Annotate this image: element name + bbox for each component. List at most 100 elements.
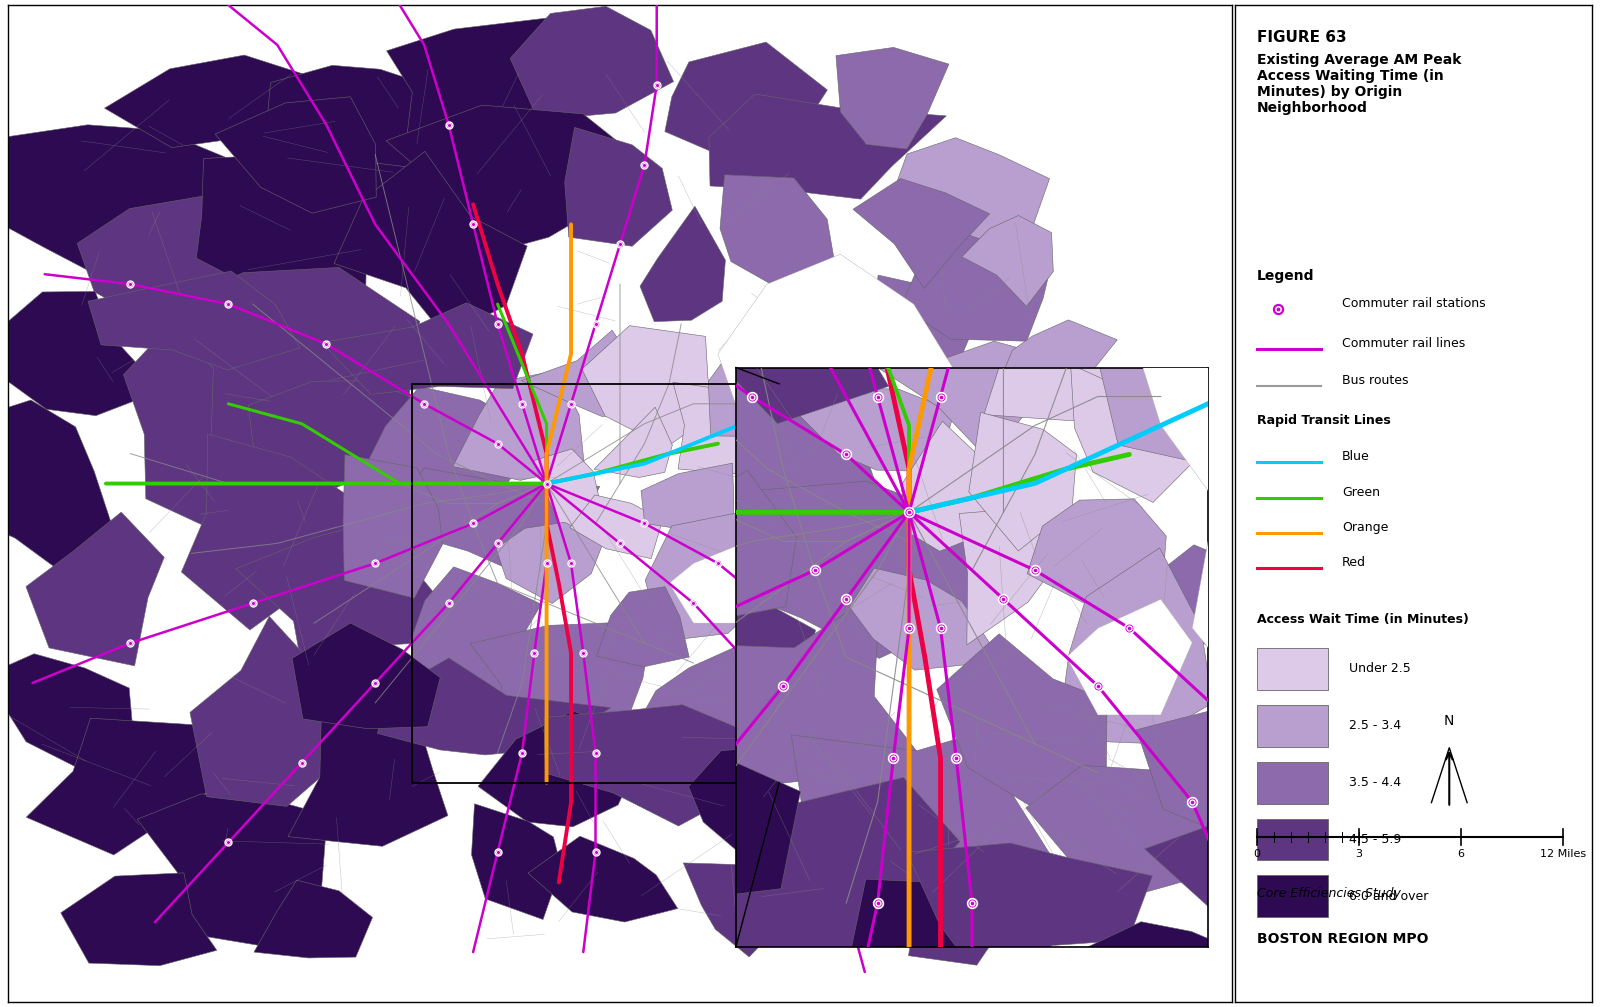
Text: Commuter rail lines: Commuter rail lines (1342, 337, 1466, 350)
Text: Commuter rail stations: Commuter rail stations (1342, 297, 1486, 310)
Polygon shape (709, 94, 946, 199)
Polygon shape (1205, 381, 1395, 489)
Polygon shape (387, 18, 565, 145)
Bar (1256, 819, 1328, 860)
Text: Bus routes: Bus routes (1342, 374, 1408, 387)
Polygon shape (683, 858, 822, 957)
Polygon shape (984, 301, 1187, 422)
Polygon shape (936, 633, 1107, 808)
Polygon shape (197, 154, 413, 303)
Polygon shape (1147, 545, 1330, 650)
Polygon shape (597, 587, 690, 667)
Polygon shape (0, 125, 246, 298)
Polygon shape (1130, 179, 1443, 541)
Polygon shape (2, 291, 162, 416)
Polygon shape (720, 175, 837, 284)
Polygon shape (504, 573, 816, 781)
Text: Blue: Blue (1342, 450, 1370, 462)
Polygon shape (709, 344, 842, 437)
Polygon shape (850, 568, 1002, 670)
Text: Under 2.5: Under 2.5 (1349, 663, 1411, 676)
Polygon shape (411, 567, 541, 723)
Polygon shape (123, 322, 262, 529)
Polygon shape (1048, 921, 1270, 1007)
Text: 3: 3 (1355, 850, 1362, 859)
Polygon shape (582, 325, 717, 447)
Polygon shape (453, 371, 584, 480)
Polygon shape (1181, 195, 1301, 387)
Polygon shape (730, 507, 874, 567)
Polygon shape (917, 576, 1061, 676)
Polygon shape (1070, 365, 1208, 502)
Polygon shape (1266, 528, 1382, 724)
Text: Green: Green (1342, 485, 1381, 498)
Polygon shape (696, 481, 978, 659)
Polygon shape (870, 289, 1050, 459)
Polygon shape (387, 468, 600, 574)
Text: Existing Average AM Peak
Access Waiting Time (in
Minutes) by Origin
Neighborhood: Existing Average AM Peak Access Waiting … (1256, 53, 1461, 116)
Polygon shape (1026, 765, 1261, 904)
Text: Access Wait Time (in Minutes): Access Wait Time (in Minutes) (1256, 613, 1469, 626)
Polygon shape (917, 492, 1099, 585)
Polygon shape (478, 711, 650, 827)
Polygon shape (874, 275, 971, 391)
Polygon shape (0, 654, 133, 774)
Polygon shape (962, 215, 1053, 306)
Polygon shape (936, 341, 1086, 451)
Bar (1256, 649, 1328, 690)
Polygon shape (472, 804, 562, 919)
Polygon shape (470, 621, 653, 763)
Polygon shape (453, 302, 850, 515)
Polygon shape (1318, 686, 1443, 831)
Polygon shape (779, 370, 824, 426)
Polygon shape (510, 6, 674, 120)
Polygon shape (904, 346, 1000, 443)
Polygon shape (853, 178, 990, 288)
Polygon shape (795, 970, 962, 1007)
Polygon shape (533, 449, 600, 547)
Polygon shape (587, 845, 827, 1007)
Polygon shape (190, 616, 352, 807)
Polygon shape (808, 624, 970, 707)
Polygon shape (61, 873, 218, 966)
Polygon shape (789, 389, 954, 471)
Polygon shape (594, 407, 672, 477)
Polygon shape (214, 97, 376, 213)
Text: FIGURE 63: FIGURE 63 (1256, 30, 1346, 45)
Polygon shape (640, 206, 725, 321)
Text: Core Efficiencies Study: Core Efficiencies Study (1256, 887, 1400, 900)
Polygon shape (755, 271, 872, 374)
Polygon shape (680, 590, 941, 783)
Polygon shape (1192, 513, 1349, 686)
Polygon shape (998, 320, 1117, 390)
Polygon shape (826, 498, 936, 639)
Bar (411, 384, 779, 782)
Polygon shape (992, 450, 1094, 549)
Polygon shape (181, 434, 360, 630)
Polygon shape (1058, 548, 1213, 743)
Polygon shape (909, 904, 1040, 965)
Text: Rapid Transit Lines: Rapid Transit Lines (1256, 414, 1390, 427)
Polygon shape (77, 194, 258, 320)
Polygon shape (544, 705, 747, 826)
Polygon shape (496, 523, 603, 603)
Polygon shape (378, 658, 611, 755)
Polygon shape (792, 714, 1059, 902)
Text: 3.5 - 4.4: 3.5 - 4.4 (1349, 776, 1402, 789)
Polygon shape (160, 268, 419, 452)
Polygon shape (666, 42, 827, 154)
Polygon shape (334, 151, 528, 337)
Polygon shape (254, 880, 373, 958)
Text: Orange: Orange (1342, 522, 1389, 535)
Polygon shape (766, 483, 890, 603)
Polygon shape (366, 387, 542, 530)
Text: 6.0 and over: 6.0 and over (1349, 890, 1429, 903)
Polygon shape (1099, 282, 1291, 465)
Polygon shape (88, 271, 299, 370)
Polygon shape (758, 810, 946, 887)
Polygon shape (973, 580, 1120, 658)
Polygon shape (866, 603, 963, 703)
Polygon shape (293, 623, 440, 729)
Text: N: N (1445, 714, 1454, 728)
Polygon shape (901, 421, 1000, 551)
